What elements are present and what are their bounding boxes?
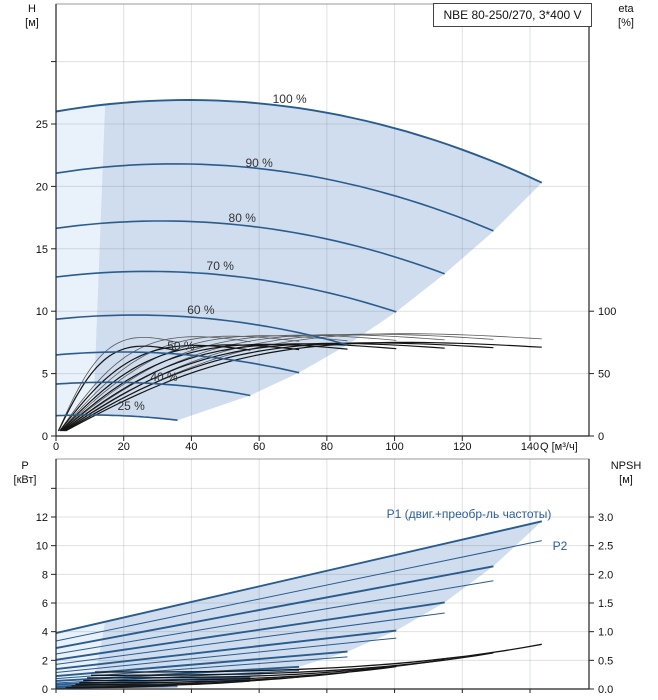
p-axis-title: P [кВт] <box>2 459 48 487</box>
speed-label: 90 % <box>245 155 273 170</box>
efficiency-curve-eta-overall <box>60 344 300 432</box>
p1-curve <box>55 629 397 671</box>
h-axis-symbol: H <box>28 3 36 15</box>
speed-curve <box>55 351 300 374</box>
speed-label: 80 % <box>228 210 256 225</box>
p1-curve <box>55 665 300 682</box>
tick-label: 100 <box>385 441 403 453</box>
duty-envelope-medium <box>93 100 542 421</box>
p-axis-unit: [кВт] <box>13 474 37 486</box>
tick-label: 140 <box>521 441 539 453</box>
tick-label: 15 <box>36 244 48 256</box>
efficiency-curve-eta-pump <box>62 334 397 431</box>
speed-curve <box>55 381 251 397</box>
eta-axis-unit: [%] <box>618 17 634 29</box>
speed-label: 100 % <box>272 92 307 107</box>
npsh-axis-title: NPSH [м] <box>596 459 656 487</box>
p1-curve <box>55 520 543 635</box>
eta-axis-title: eta [%] <box>604 2 648 30</box>
speed-label: 25 % <box>117 399 145 414</box>
efficiency-curve-eta-pump <box>61 335 348 431</box>
speed-curve <box>55 220 445 275</box>
tick-label: 2.5 <box>598 541 613 553</box>
tick-label: 20 <box>118 441 130 453</box>
p1-curve-label: P1 (двиг.+преобр-ль частоты) <box>386 507 552 521</box>
efficiency-curve-eta-overall <box>57 345 178 432</box>
tick-label: 50 <box>598 369 610 381</box>
tick-label: 40 <box>185 441 197 453</box>
tick-label: 6 <box>42 598 48 610</box>
tick-label: 1.5 <box>598 598 613 610</box>
duty-envelope-light <box>56 104 106 416</box>
tick-label: 2.0 <box>598 569 613 581</box>
tick-label: 3.0 <box>598 512 613 524</box>
efficiency-curve-eta-overall <box>59 344 251 432</box>
h-axis-unit: [м] <box>25 17 39 29</box>
q-axis-title: Q [м³/ч] <box>540 441 578 453</box>
tick-label: 0.5 <box>598 655 613 667</box>
p2-curve <box>55 637 397 674</box>
speed-curve <box>55 270 397 313</box>
tick-label: 0 <box>53 441 59 453</box>
tick-label: 4 <box>42 627 48 639</box>
p2-curve <box>55 612 445 665</box>
p-axis-symbol: P <box>21 460 29 472</box>
npsh-axis-symbol: NPSH <box>610 460 642 472</box>
efficiency-curve-eta-pump <box>63 334 445 431</box>
speed-label: 40 % <box>150 370 178 385</box>
p1-curve <box>55 565 494 649</box>
tick-label: 0 <box>598 431 604 443</box>
tick-label: 0.0 <box>598 684 613 696</box>
tick-label: 100 <box>598 306 616 318</box>
speed-curve <box>55 314 348 346</box>
speed-curve <box>55 163 494 232</box>
eta-axis-symbol: eta <box>618 3 634 15</box>
tick-label: 10 <box>36 541 48 553</box>
efficiency-curve-eta-overall <box>63 342 445 432</box>
tick-label: 20 <box>36 181 48 193</box>
npsh-curve <box>79 671 348 684</box>
tick-label: 80 <box>321 441 333 453</box>
npsh-curve <box>75 676 300 686</box>
efficiency-curve-eta-overall <box>62 343 397 432</box>
tick-label: 12 <box>36 512 48 524</box>
tick-label: 10 <box>36 306 48 318</box>
tick-label: 120 <box>453 441 471 453</box>
efficiency-curve-eta-overall <box>61 343 348 432</box>
p2-curve <box>55 540 542 642</box>
efficiency-curve-eta-overall <box>65 341 542 432</box>
efficiency-curve-eta-pump <box>59 336 251 431</box>
tick-label: 0 <box>42 431 48 443</box>
speed-label: 60 % <box>187 302 215 317</box>
efficiency-curve-eta-pump <box>58 337 178 431</box>
speed-label: 50 % <box>167 339 195 354</box>
tick-label: 2 <box>42 655 48 667</box>
p2-curve <box>55 580 494 655</box>
tick-label: 5 <box>42 369 48 381</box>
speed-curve <box>55 99 543 184</box>
tick-label: 25 <box>36 119 48 131</box>
npsh-curve <box>94 643 542 673</box>
efficiency-curve-eta-pump <box>60 335 300 431</box>
npsh-curve <box>65 684 178 689</box>
tick-label: 60 <box>253 441 265 453</box>
pump-model-badge: NBE 80-250/270, 3*400 V <box>433 3 592 27</box>
p1-curve <box>55 601 445 661</box>
h-axis-title: H [м] <box>12 2 52 30</box>
efficiency-curve-eta-overall <box>64 342 494 432</box>
tick-label: 1.0 <box>598 627 613 639</box>
p2-curve-label: P2 <box>552 539 568 553</box>
speed-label: 70 % <box>206 259 234 274</box>
npsh-axis-unit: [м] <box>619 474 633 486</box>
speed-curve <box>55 414 178 421</box>
power-envelope-medium <box>93 521 542 688</box>
tick-label: 0 <box>42 684 48 696</box>
tick-label: 8 <box>42 569 48 581</box>
